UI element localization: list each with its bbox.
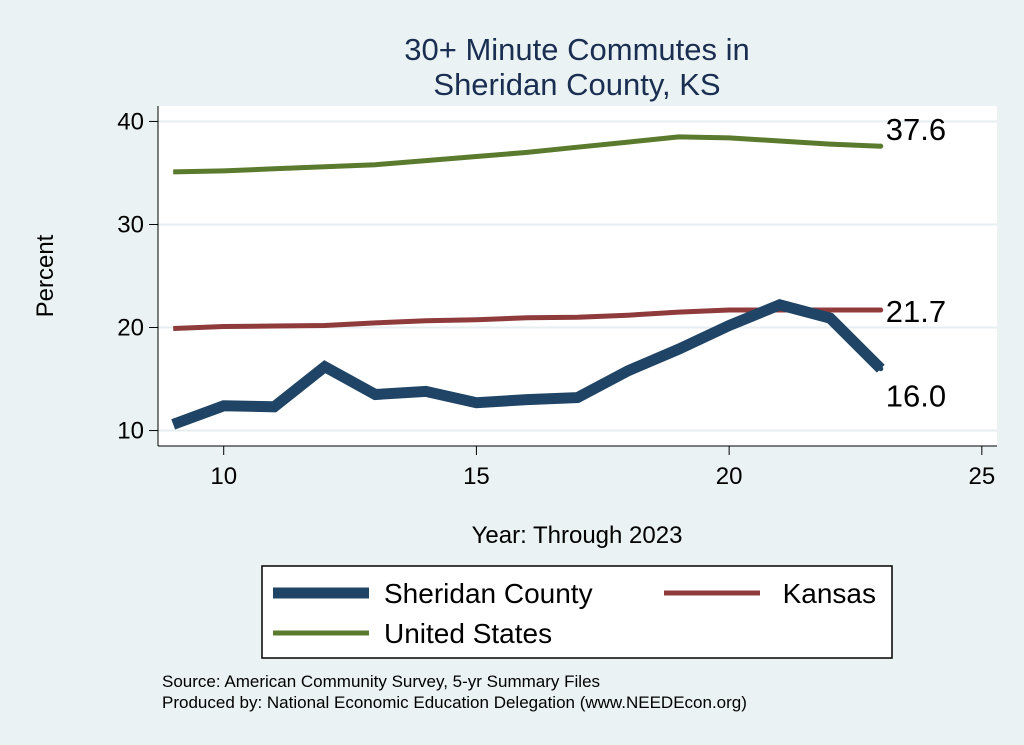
produced-by-note: Produced by: National Economic Education… [162,693,747,712]
chart-title-line-1: 30+ Minute Commutes in [404,32,749,67]
source-note: Source: American Community Survey, 5-yr … [162,672,600,691]
legend-box [261,565,893,659]
legend-label-united-states: United States [384,618,552,649]
series-end-marker-sheridan-county [878,366,884,372]
x-axis-label: Year: Through 2023 [472,522,683,549]
end-label-united-states: 37.6 [886,112,946,147]
y-tick-label-20: 20 [117,315,144,342]
x-tick-label-25: 25 [968,463,995,490]
legend: Sheridan County Kansas United States [261,565,893,659]
y-tick-label-10: 10 [117,418,144,445]
series-end-marker-kansas [878,307,884,313]
legend-label-sheridan-county: Sheridan County [384,578,593,609]
series-end-marker-united-states [878,143,884,149]
chart-title-line-2: Sheridan County, KS [433,67,720,102]
series-line-united-states [173,134,881,175]
y-tick-label-30: 30 [117,211,144,238]
x-tick-label-20: 20 [716,463,743,490]
end-label-kansas: 21.7 [886,294,946,329]
end-labels: 37.6 21.7 16.0 [886,112,946,414]
x-tick-label-15: 15 [463,463,490,490]
end-label-sheridan-county: 16.0 [886,379,946,414]
tick-marks: 10 20 30 40 10 15 20 25 [117,108,995,490]
x-tick-label-10: 10 [210,463,237,490]
axes [157,106,997,447]
series-lines [171,134,885,430]
legend-label-kansas: Kansas [783,578,876,609]
series-line-sheridan-county [171,299,885,430]
y-tick-label-40: 40 [117,108,144,135]
y-axis-label: Percent [32,234,59,317]
